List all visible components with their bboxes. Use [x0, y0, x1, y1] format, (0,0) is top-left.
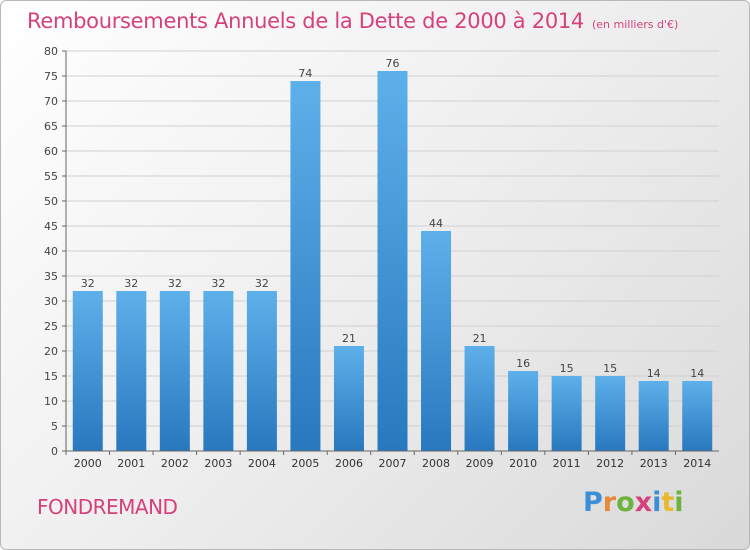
- proxiti-logo: Proxiti: [583, 487, 684, 518]
- y-tick-label: 80: [44, 45, 58, 58]
- chart-unit: (en milliers d'€): [592, 18, 679, 31]
- bar: [421, 231, 452, 451]
- y-tick-label: 70: [44, 95, 58, 108]
- logo-letter: P: [583, 487, 603, 518]
- bar: [595, 376, 626, 451]
- bar: [333, 346, 364, 451]
- bar: [290, 81, 321, 451]
- logo-letter: r: [602, 487, 617, 518]
- bar-value-label: 76: [386, 57, 400, 70]
- bar-value-labels: 32 32 32 32 32 74 21 76 44 21 16 15 15 14 14: [81, 57, 704, 380]
- bars: [72, 71, 713, 451]
- bar: [638, 381, 669, 451]
- bar-value-label: 44: [429, 217, 443, 230]
- x-tick-label: 2008: [422, 457, 450, 470]
- y-tick-label: 10: [44, 395, 58, 408]
- bar-value-label: 32: [255, 277, 269, 290]
- bar-value-label: 16: [516, 357, 530, 370]
- y-tick-label: 40: [44, 245, 58, 258]
- x-tick-label: 2007: [379, 457, 407, 470]
- chart-title-text: Remboursements Annuels de la Dette de 20…: [27, 9, 584, 33]
- y-tick-label: 75: [44, 70, 58, 83]
- bar: [72, 291, 103, 451]
- y-tick-label: 30: [44, 295, 58, 308]
- bar-value-label: 32: [211, 277, 225, 290]
- bar-value-label: 15: [603, 362, 617, 375]
- x-tick-label: 2012: [596, 457, 624, 470]
- x-tick-label: 2009: [466, 457, 494, 470]
- y-tick-label: 20: [44, 345, 58, 358]
- bar: [551, 376, 582, 451]
- bar-value-label: 32: [168, 277, 182, 290]
- y-tick-label: 45: [44, 220, 58, 233]
- y-tick-label: 0: [51, 445, 58, 458]
- bar: [682, 381, 713, 451]
- bar: [246, 291, 277, 451]
- commune-name: FONDREMAND: [37, 495, 178, 519]
- logo-letter: x: [634, 487, 653, 518]
- bar: [116, 291, 147, 451]
- bar-value-label: 15: [560, 362, 574, 375]
- bar-value-label: 21: [342, 332, 356, 345]
- x-axis-ticks: 2000 2001 2002 2003 2004 2005 2006 2007 2008 2009…: [65, 451, 711, 470]
- y-tick-label: 35: [44, 270, 58, 283]
- logo-letter: o: [616, 487, 635, 518]
- x-tick-label: 2010: [509, 457, 537, 470]
- x-tick-label: 2000: [74, 457, 102, 470]
- y-tick-label: 65: [44, 120, 58, 133]
- bar: [203, 291, 234, 451]
- bar-value-label: 32: [124, 277, 138, 290]
- x-tick-label: 2014: [683, 457, 711, 470]
- x-tick-label: 2011: [553, 457, 581, 470]
- y-tick-label: 15: [44, 370, 58, 383]
- bar: [377, 71, 408, 451]
- x-tick-label: 2006: [335, 457, 363, 470]
- x-tick-label: 2004: [248, 457, 276, 470]
- logo-letter: i: [674, 487, 684, 518]
- bar-value-label: 21: [473, 332, 487, 345]
- bar-value-label: 14: [647, 367, 661, 380]
- logo-letter: t: [661, 487, 675, 518]
- axes: [65, 51, 719, 452]
- y-tick-label: 55: [44, 170, 58, 183]
- bar: [159, 291, 190, 451]
- bar: [464, 346, 495, 451]
- bar-value-label: 32: [81, 277, 95, 290]
- x-tick-label: 2013: [640, 457, 668, 470]
- x-tick-label: 2003: [204, 457, 232, 470]
- x-tick-label: 2002: [161, 457, 189, 470]
- y-tick-label: 25: [44, 320, 58, 333]
- x-tick-label: 2005: [291, 457, 319, 470]
- y-axis-ticks: 0 5 10 15 20 25 30 35 40 45 50 55 60 65 70 75 80: [44, 45, 66, 458]
- logo-letter: i: [652, 487, 662, 518]
- y-tick-label: 50: [44, 195, 58, 208]
- bar-value-label: 14: [690, 367, 704, 380]
- y-tick-label: 5: [51, 420, 58, 433]
- bar: [508, 371, 539, 451]
- x-tick-label: 2001: [117, 457, 145, 470]
- bar-value-label: 74: [298, 67, 312, 80]
- y-tick-label: 60: [44, 145, 58, 158]
- chart-title: Remboursements Annuels de la Dette de 20…: [27, 9, 678, 33]
